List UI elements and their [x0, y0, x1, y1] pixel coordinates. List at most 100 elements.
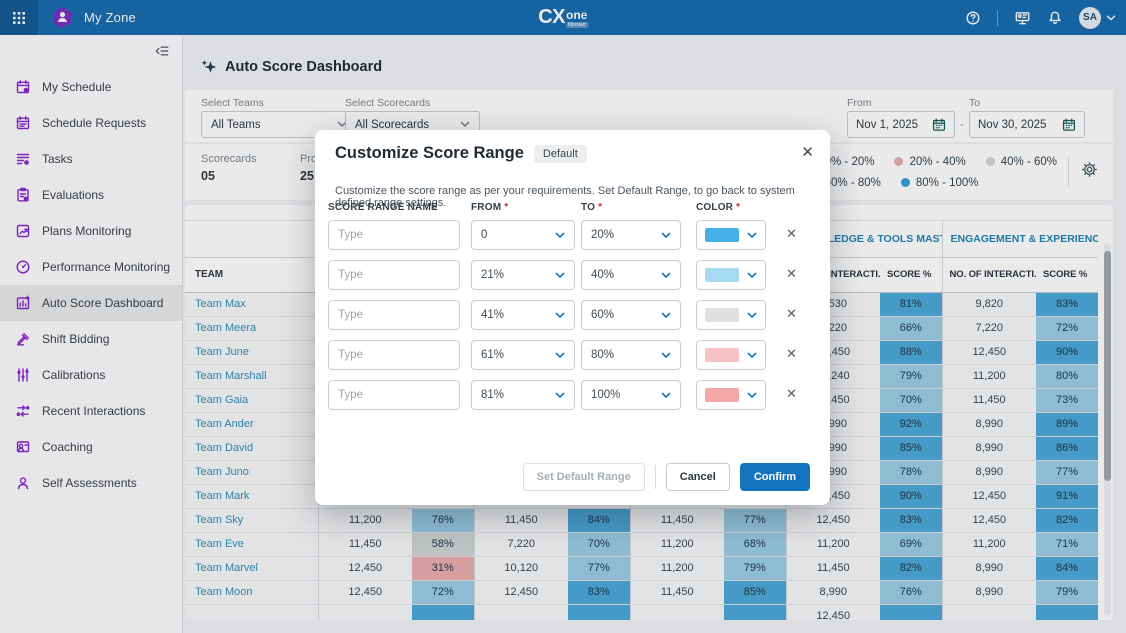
sidebar-item-plans-monitoring[interactable]: Plans Monitoring [0, 213, 182, 249]
color-select-3[interactable] [696, 300, 766, 330]
range-name-input-2[interactable] [328, 260, 460, 290]
score-cell: 91% [1036, 484, 1099, 509]
team-link[interactable]: Team Eve [185, 532, 318, 557]
interactions-cell: 11,200 [941, 364, 1037, 389]
from-date-input[interactable]: Nov 1, 2025 [847, 111, 955, 138]
range-name-input-3[interactable] [328, 300, 460, 330]
to-date-input[interactable]: Nov 30, 2025 [969, 111, 1085, 138]
chevron-down-icon [460, 121, 470, 127]
from-select-1[interactable]: 0 [471, 220, 575, 250]
range-name-input-4[interactable] [328, 340, 460, 370]
cxone-logo-cx: CX [538, 6, 565, 28]
to-select-5[interactable]: 100% [581, 380, 681, 410]
sidebar-item-schedule-requests[interactable]: Schedule Requests [0, 105, 182, 141]
remove-range-button-5[interactable]: ✕ [786, 386, 797, 401]
evaluations-icon [15, 187, 31, 203]
sidebar-item-recent-interactions[interactable]: Recent Interactions [0, 393, 182, 429]
range-name-input-5[interactable] [328, 380, 460, 410]
select-teams-label: Select Teams [201, 97, 264, 109]
table-row-team-marvel: Team Marvel 12,450 31% 10,120 77% 11,200 79% 11… [185, 556, 1099, 581]
cxone-logo: CX one Mpower [538, 0, 588, 35]
set-default-range-button[interactable]: Set Default Range [522, 463, 645, 491]
from-select-3[interactable]: 41% [471, 300, 575, 330]
avatar[interactable]: SA [1079, 6, 1101, 29]
sidebar-item-auto-score-dashboard[interactable]: Auto Score Dashboard [0, 285, 182, 321]
score-cell: 79% [724, 556, 786, 581]
team-link[interactable]: Team Sky [185, 508, 318, 533]
interactions-cell: 12,450 [317, 556, 412, 581]
from-select-5[interactable]: 81% [471, 380, 575, 410]
team-link[interactable]: Team Max [185, 292, 318, 317]
legend-label: 0% - 20% [824, 155, 875, 168]
sidebar-item-performance-monitoring[interactable]: Performance Monitoring [0, 249, 182, 285]
range-name-input-1[interactable] [328, 220, 460, 250]
confirm-button[interactable]: Confirm [739, 463, 810, 491]
interactions-cell: 12,450 [785, 604, 880, 620]
team-link[interactable]: Team Mark [185, 484, 318, 509]
team-link[interactable]: Team David [185, 436, 318, 461]
team-link[interactable]: Team Marshall [185, 364, 318, 389]
sidebar-item-self-assessments[interactable]: Self Assessments [0, 465, 182, 501]
score-range-row-1: 020% ✕ [328, 220, 830, 250]
cancel-button[interactable]: Cancel [665, 463, 730, 491]
team-link[interactable]: Team Marvel [185, 556, 318, 581]
customize-score-range-gear-icon[interactable] [1081, 161, 1098, 178]
score-cell: 77% [568, 556, 630, 581]
my-zone-hexagon-icon[interactable] [52, 6, 73, 29]
team-column-header: TEAM [185, 257, 318, 293]
to-select-1[interactable]: 20% [581, 220, 681, 250]
score-cell [568, 604, 630, 620]
team-link[interactable]: Team June [185, 340, 318, 365]
page-title: Auto Score Dashboard [225, 59, 383, 75]
from-select-4[interactable]: 61% [471, 340, 575, 370]
sidebar-item-tasks[interactable]: Tasks [0, 141, 182, 177]
from-select-2[interactable]: 21% [471, 260, 575, 290]
score-cell: 78% [880, 460, 943, 485]
from-column-label: FROM * [471, 202, 509, 213]
team-link[interactable]: Team Moon [185, 580, 318, 605]
color-select-1[interactable] [696, 220, 766, 250]
team-link[interactable]: Team Juno [185, 460, 318, 485]
color-select-4[interactable] [696, 340, 766, 370]
remove-range-button-4[interactable]: ✕ [786, 346, 797, 361]
interactions-cell [941, 604, 1037, 620]
team-link[interactable]: Team Meera [185, 316, 318, 341]
modal-description: Customize the score range as per your re… [335, 185, 795, 209]
color-select-2[interactable] [696, 260, 766, 290]
header-divider [997, 9, 998, 26]
presentation-icon[interactable] [1014, 10, 1031, 26]
legend-dot [900, 178, 910, 187]
to-select-2[interactable]: 40% [581, 260, 681, 290]
score-cell: 79% [1036, 580, 1099, 605]
team-link [185, 604, 318, 620]
interactions-cell: 11,450 [629, 508, 724, 533]
sidebar-item-calibrations[interactable]: Calibrations [0, 357, 182, 393]
sidebar-item-coaching[interactable]: Coaching [0, 429, 182, 465]
app-switcher-waffle-icon[interactable] [0, 0, 38, 35]
close-icon[interactable]: ✕ [801, 144, 814, 161]
to-select-4[interactable]: 80% [581, 340, 681, 370]
color-select-5[interactable] [696, 380, 766, 410]
sidebar-collapse-icon[interactable] [154, 43, 170, 59]
user-menu[interactable]: SA [1079, 6, 1116, 29]
help-icon[interactable] [965, 10, 981, 26]
score-cell: 73% [1036, 388, 1099, 413]
score-cell: 77% [724, 508, 786, 533]
sidebar-item-my-schedule[interactable]: My Schedule [0, 69, 182, 105]
sidebar: My Schedule Schedule Requests Tasks Evaluat… [0, 35, 183, 633]
sidebar-item-label: Auto Score Dashboard [42, 296, 164, 310]
sidebar-item-shift-bidding[interactable]: Shift Bidding [0, 321, 182, 357]
sidebar-item-label: Schedule Requests [42, 116, 147, 130]
remove-range-button-3[interactable]: ✕ [786, 306, 797, 321]
score-cell: 82% [880, 556, 943, 581]
remove-range-button-2[interactable]: ✕ [786, 266, 797, 281]
team-link[interactable]: Team Ander [185, 412, 318, 437]
team-link[interactable]: Team Gaia [185, 388, 318, 413]
interactions-cell: 11,200 [785, 532, 880, 557]
to-select-3[interactable]: 60% [581, 300, 681, 330]
notifications-bell-icon[interactable] [1047, 10, 1063, 26]
vertical-scrollbar-thumb[interactable] [1104, 251, 1111, 481]
sidebar-item-label: Shift Bidding [42, 332, 110, 346]
sidebar-item-evaluations[interactable]: Evaluations [0, 177, 182, 213]
remove-range-button-1[interactable]: ✕ [786, 226, 797, 241]
